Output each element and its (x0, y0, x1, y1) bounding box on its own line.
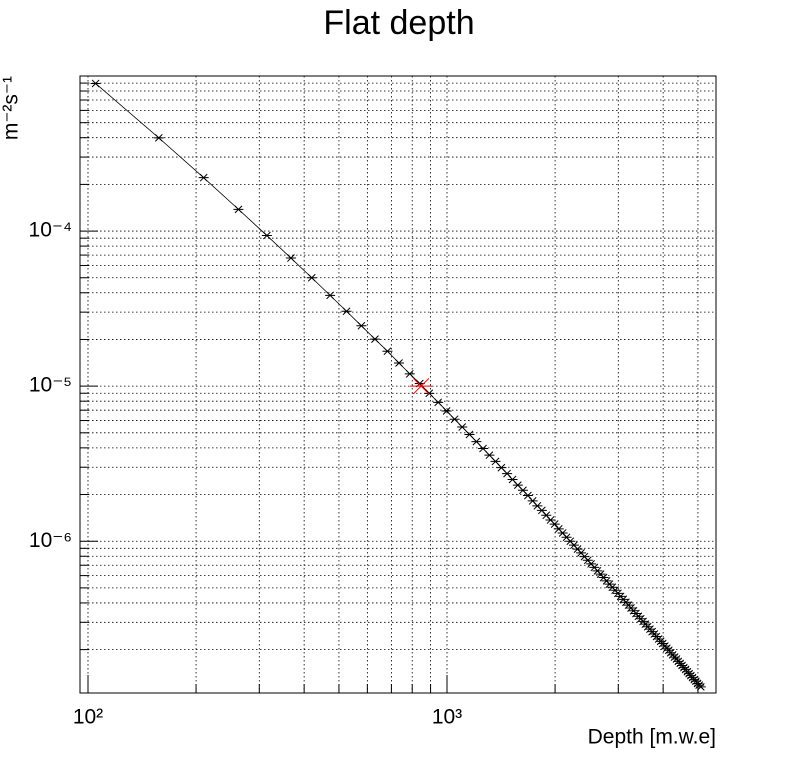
data-point (356, 321, 367, 330)
y-axis-label: m⁻²s⁻¹ (0, 76, 23, 140)
data-point (410, 378, 433, 395)
data-point (153, 133, 164, 142)
data-point (325, 291, 336, 300)
data-point (490, 457, 501, 466)
data-point (695, 682, 706, 691)
data-point (464, 430, 475, 439)
x-tick-label: 10² (73, 706, 103, 729)
data-point (198, 173, 209, 182)
y-tick-label: 10⁻⁵ (29, 374, 72, 397)
data-point (261, 231, 272, 240)
data-point (549, 520, 560, 528)
data-point (285, 254, 296, 262)
data-point (394, 359, 405, 367)
data-point (404, 369, 415, 378)
data-point (478, 444, 489, 453)
y-tick-label: 10⁻⁶ (29, 529, 72, 552)
x-axis-label: Depth [m.w.e] (588, 726, 716, 749)
y-tick-label: 10⁻⁴ (29, 219, 72, 242)
data-point (369, 335, 380, 344)
data-point (441, 407, 452, 415)
plot-frame (79, 75, 717, 694)
data-point (457, 423, 468, 431)
data-point (306, 273, 317, 282)
data-point (471, 437, 482, 446)
data-point (424, 389, 435, 398)
data-point (484, 451, 495, 460)
data-point (341, 307, 352, 316)
x-tick-label: 10³ (432, 706, 462, 729)
data-point (449, 415, 460, 424)
data-point (90, 79, 101, 88)
data-point (382, 347, 393, 356)
data-point (233, 205, 244, 214)
chart-title: Flat depth (323, 4, 474, 42)
data-point (433, 398, 444, 407)
